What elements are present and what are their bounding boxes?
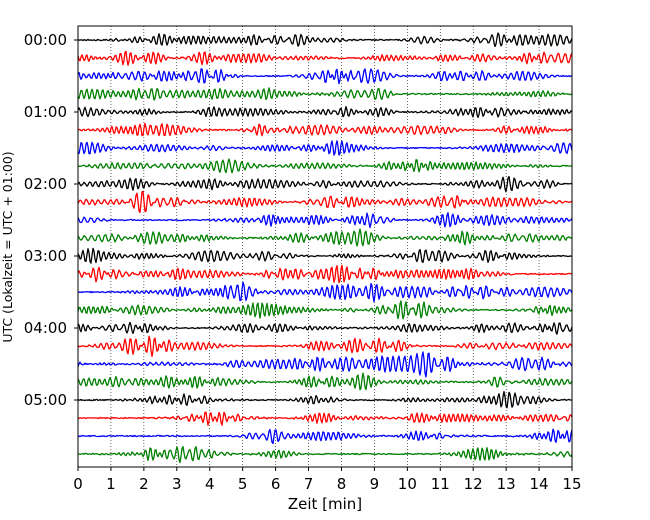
seismogram-trace	[77, 411, 573, 426]
seismogram-trace	[77, 190, 573, 213]
x-tick-label: 6	[271, 475, 281, 493]
seismogram-trace	[77, 228, 573, 247]
x-tick-label: 7	[304, 475, 314, 493]
seismogram-trace	[77, 212, 573, 229]
seismogram-trace	[77, 140, 573, 156]
x-tick-label: 5	[238, 475, 248, 493]
seismogram-trace	[77, 175, 573, 193]
seismogram-trace	[77, 50, 573, 66]
x-tick-label: 10	[398, 475, 417, 493]
y-tick-label: 00:00	[24, 31, 67, 49]
x-tick-label: 13	[497, 475, 516, 493]
seismogram-trace	[77, 372, 573, 391]
seismogram-trace	[77, 300, 573, 320]
y-tick-label: 05:00	[24, 391, 67, 409]
plot-frame	[77, 25, 573, 468]
seismogram-trace	[77, 122, 573, 137]
x-axis: 0 1 2 3 4 5 6 7 8 9 10 11 12 13 14 15	[73, 467, 582, 493]
seismogram-trace	[77, 68, 573, 85]
y-axis: 00:00 01:00 02:00 03:00 04:00 05:00	[24, 31, 78, 409]
seismogram-trace	[77, 87, 573, 101]
y-tick-label: 01:00	[24, 103, 67, 121]
seismogram-trace	[77, 247, 573, 264]
x-tick-label: 3	[172, 475, 182, 493]
seismogram-trace	[77, 281, 573, 303]
y-axis-label: UTC (Lokalzeit = UTC + 01:00)	[0, 151, 15, 342]
x-tick-label: 8	[337, 475, 347, 493]
x-tick-label: 14	[530, 475, 549, 493]
trace-group	[77, 32, 573, 464]
x-tick-label: 2	[139, 475, 149, 493]
y-tick-label: 02:00	[24, 175, 67, 193]
x-axis-label: Zeit [min]	[288, 495, 362, 513]
seismogram-trace	[77, 264, 573, 284]
x-tick-label: 15	[562, 475, 581, 493]
seismogram-trace	[77, 106, 573, 119]
seismogram-trace	[77, 335, 573, 358]
x-tick-label: 0	[73, 475, 83, 493]
y-tick-label: 04:00	[24, 319, 67, 337]
seismogram-trace	[77, 428, 573, 445]
seismogram-trace	[77, 32, 573, 48]
seismogram-trace	[77, 445, 573, 464]
x-tick-label: 4	[205, 475, 215, 493]
x-tick-label: 12	[464, 475, 483, 493]
y-tick-label: 03:00	[24, 247, 67, 265]
x-tick-label: 11	[431, 475, 450, 493]
seismogram-trace	[77, 321, 573, 335]
seismogram-trace	[77, 158, 573, 174]
x-tick-label: 9	[370, 475, 380, 493]
x-tick-label: 1	[106, 475, 116, 493]
seismogram-trace	[77, 351, 573, 378]
seismogram-trace	[77, 390, 573, 409]
